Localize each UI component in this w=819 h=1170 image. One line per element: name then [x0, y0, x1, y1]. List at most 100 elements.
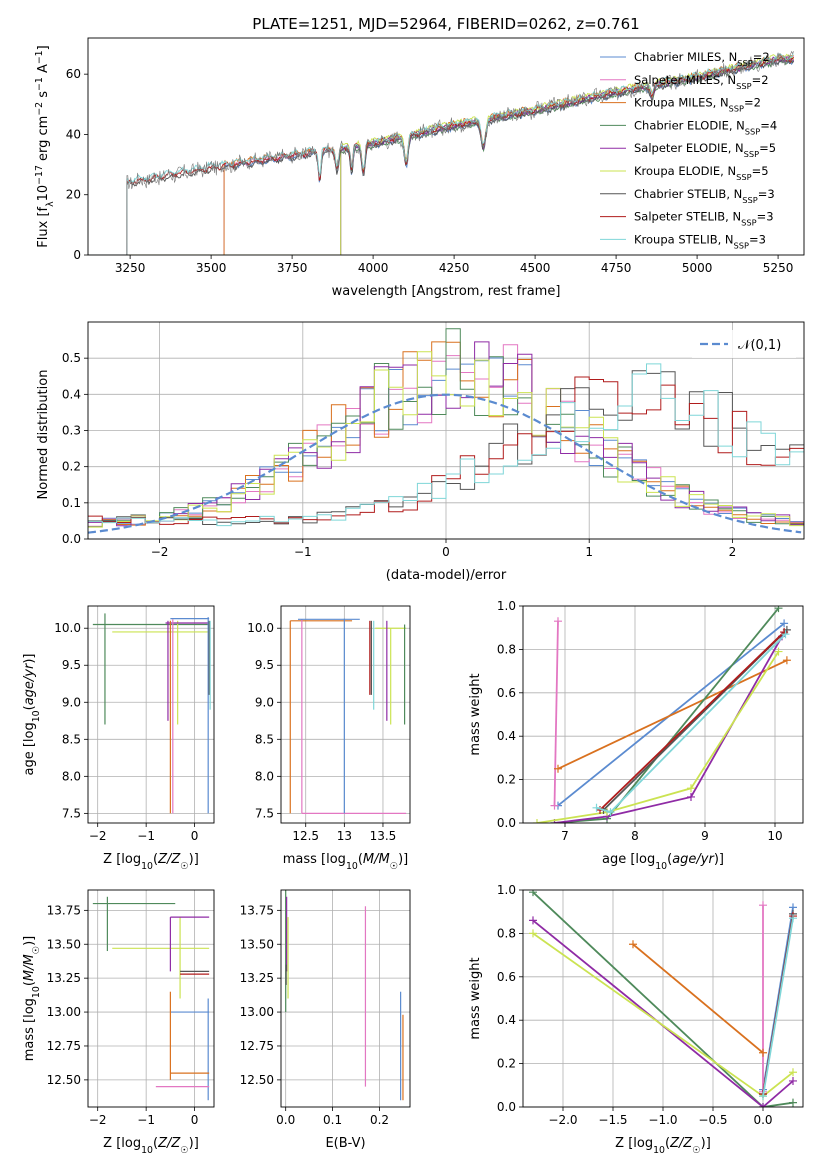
series-line-kroupa_miles [632, 943, 764, 1054]
histogram-kroupa_stelib [88, 363, 804, 527]
y-tick-label: 0.2 [497, 1057, 516, 1071]
plot-area [533, 606, 791, 823]
y-tick-label: 1.0 [497, 599, 516, 613]
y-tick-label: 0.3 [62, 424, 81, 438]
x-axis-label: Z [log10(Z/Z☉)] [103, 852, 199, 872]
label-part: ☉ [692, 1145, 700, 1156]
label-part: Z/Z [157, 852, 181, 867]
series-marker [789, 1068, 797, 1077]
x-tick-label: −0.5 [698, 1113, 727, 1127]
x-tick-label: 9 [701, 829, 709, 843]
label-part: erg cm [36, 116, 51, 165]
y-tick-label: 0.8 [497, 642, 516, 656]
label-part: 10 [655, 861, 667, 872]
residuals-panel: −2 −1 0 1 2 0.0 0.1 0.2 0.3 0.4 0.5 𝒩(0,1) (data-mod… [36, 321, 805, 583]
label-part: =4 [760, 118, 777, 132]
y-tick-label: 60 [66, 67, 81, 81]
label-part: ( [667, 852, 672, 867]
label-part: Flux [f [36, 206, 51, 247]
label-part: Salpeter ELODIE, N [634, 141, 744, 155]
label-part: =2 [744, 96, 761, 110]
label-part: ☉ [180, 1145, 188, 1156]
label-part: Z [log [103, 852, 141, 867]
y-tick-label: 13.25 [240, 971, 274, 985]
plot-area [92, 613, 211, 814]
label-part: =5 [759, 141, 776, 155]
series-marker [759, 901, 767, 910]
legend-label: Salpeter ELODIE, NSSP=5 [634, 141, 776, 159]
series-marker [529, 890, 537, 897]
label-part: =3 [749, 232, 766, 246]
legend-label: Salpeter MILES, NSSP=2 [634, 73, 769, 91]
legend-label: Salpeter STELIB, NSSP=3 [634, 210, 774, 228]
legend-label: Chabrier MILES, NSSP=2 [634, 50, 770, 68]
label-part: ( [22, 705, 37, 710]
series-marker [592, 803, 601, 812]
label-part: age [log [602, 852, 655, 867]
label-part: ( [153, 852, 158, 867]
y-tick-label: 8.5 [62, 732, 81, 746]
axes: 0.0 0.1 0.2 12.50 12.75 13.00 13.25 13.50 13.75 [240, 889, 411, 1127]
y-tick-label: 12.50 [240, 1073, 274, 1087]
label-part: Kroupa STELIB, N [634, 232, 734, 246]
series-marker [554, 764, 562, 773]
y-tick-label: 0.2 [62, 460, 81, 474]
histogram-chabrier_elodie [88, 328, 804, 528]
axes: −2 −1 0 7.5 8.0 8.5 9.0 9.5 10.0 [54, 605, 215, 843]
axes: −2 −1 0 1 2 0.0 0.1 0.2 0.3 0.4 0.5 [62, 321, 805, 559]
y-tick-label: 8.0 [62, 769, 81, 783]
label-part: SSP [736, 81, 751, 91]
y-tick-label: 8.0 [255, 769, 274, 783]
grid-lines [88, 606, 214, 823]
y-axis-label: mass weight [468, 673, 483, 755]
y-tick-label: 0.6 [497, 970, 516, 984]
age-vs-mass-panel: 12.5 13 13.5 7.5 8.0 8.5 9.0 9.5 10.0 mass [log10… [247, 605, 411, 872]
y-tick-label: 0.4 [497, 1013, 516, 1027]
x-tick-label: 0.0 [753, 1113, 772, 1127]
plot-area [285, 890, 404, 1101]
y-tick-label: 10.0 [247, 621, 274, 635]
y-axis-label: Flux [fλ10−17 erg cm−2 s−1 A−1] [34, 45, 56, 247]
x-axis-label: Z [log10(Z/Z☉)] [615, 1136, 711, 1156]
plot-area [88, 328, 804, 534]
y-tick-label: 40 [66, 127, 81, 141]
label-part: −17 [34, 165, 45, 185]
y-tick-label: 0.1 [62, 496, 81, 510]
y-axis-label: mass weight [468, 957, 483, 1039]
axes-frame [280, 605, 411, 824]
label-part: Salpeter MILES, N [634, 73, 736, 87]
label-part: =2 [753, 50, 770, 64]
y-tick-label: 0.2 [497, 773, 516, 787]
series-marker [774, 606, 783, 613]
x-tick-label: 0.1 [323, 1113, 342, 1127]
plot-area [88, 50, 795, 255]
series-marker [780, 619, 789, 628]
label-part: SSP [736, 172, 751, 182]
series-marker [629, 940, 637, 949]
label-part: ☉ [31, 946, 42, 954]
y-tick-label: 7.5 [62, 806, 81, 820]
axes-frame [87, 37, 805, 256]
spectrum-panel: 3250 3500 3750 4000 4250 4500 4750 5000 5250 0 20 4… [34, 15, 805, 299]
series-line-salpeter_stelib [599, 631, 785, 811]
x-tick-label: −2 [89, 829, 107, 843]
y-tick-label: 12.50 [47, 1073, 81, 1087]
legend-label: Kroupa ELODIE, NSSP=5 [634, 164, 769, 182]
axes: 12.5 13 13.5 7.5 8.0 8.5 9.0 9.5 10.0 [247, 605, 411, 843]
grid-lines [281, 890, 410, 1107]
y-tick-label: 13.25 [47, 971, 81, 985]
plot-area [289, 618, 407, 814]
weight-vs-metallicity-panel: −2.0 −1.5 −1.0 −0.5 0.0 0.0 0.2 0.4 0.6 0.8 1.0 Z [… [468, 883, 804, 1156]
plot-area [529, 890, 797, 1107]
series-line-salpeter_elodie [532, 919, 794, 1107]
y-tick-label: 1.0 [497, 883, 516, 897]
label-part: λ [45, 201, 56, 207]
y-tick-label: 20 [66, 188, 81, 202]
axes: −2.0 −1.5 −1.0 −0.5 0.0 0.0 0.2 0.4 0.6 0.8 1.0 [497, 883, 804, 1127]
y-tick-label: 13.75 [240, 903, 274, 917]
legend-label: Chabrier STELIB, NSSP=3 [634, 187, 775, 205]
series-marker [789, 914, 797, 923]
label-part: =2 [752, 73, 769, 87]
series-marker [529, 929, 537, 938]
